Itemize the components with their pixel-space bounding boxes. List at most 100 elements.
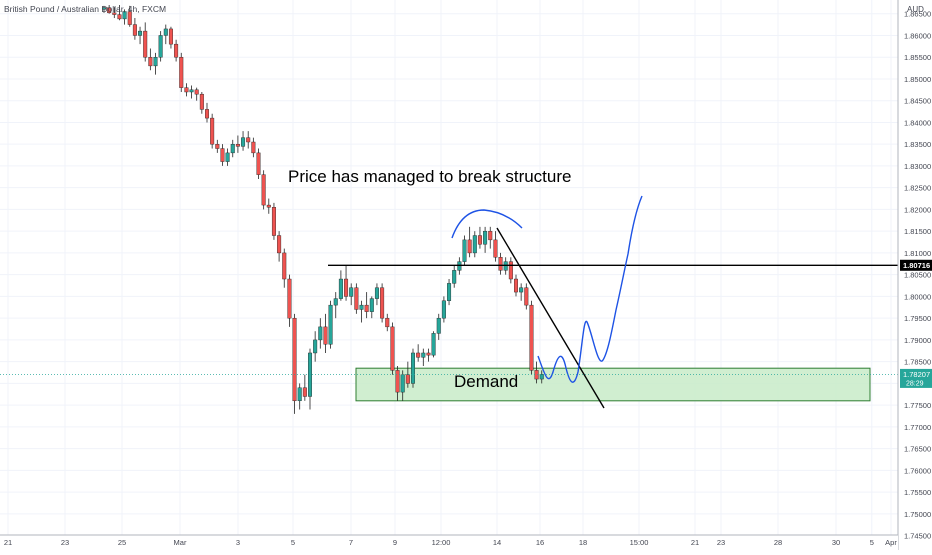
price-tick-label: 1.86500: [904, 10, 931, 19]
candle-body: [174, 43, 179, 58]
candle-body: [163, 28, 168, 36]
demand-zone-rect[interactable]: [355, 367, 871, 402]
time-tick-label: 14: [493, 538, 501, 547]
demand-zone[interactable]: [355, 367, 871, 402]
candle-body: [117, 14, 122, 20]
candle-body: [204, 109, 209, 119]
candle-body: [519, 287, 524, 293]
candle-body: [148, 56, 153, 67]
price-tick-label: 1.85500: [904, 53, 931, 62]
candle-body: [138, 30, 143, 36]
candle-body: [256, 152, 261, 175]
price-axis[interactable]: 1.86500 1.86000 1.85500 1.85000 1.84500 1.840…: [897, 0, 932, 550]
candle-body: [246, 137, 251, 143]
demand-annotation[interactable]: Demand: [454, 372, 518, 391]
candle-body: [230, 143, 235, 154]
candle-body: [318, 326, 323, 341]
candle-body: [416, 352, 421, 358]
trend-line[interactable]: [496, 227, 605, 409]
price-tick-label: 1.82000: [904, 205, 931, 214]
candle-body: [431, 333, 436, 356]
time-tick-label: 21: [4, 538, 12, 547]
price-tick-label: 1.77500: [904, 401, 931, 410]
time-tick-label: 12:00: [432, 538, 451, 547]
candle-body: [462, 239, 467, 262]
price-tick-label: 1.81500: [904, 227, 931, 236]
candle-body: [225, 152, 230, 162]
candle-body: [400, 374, 405, 393]
symbol-title: British Pound / Australian Dollar, 4h, F…: [4, 4, 166, 14]
candle-body: [189, 89, 194, 93]
price-tick-label: 1.75000: [904, 510, 931, 519]
candle-body: [101, 7, 106, 10]
time-tick-label: Mar: [174, 538, 187, 547]
candle-body: [323, 326, 328, 345]
time-tick-label: 7: [349, 538, 353, 547]
arc-drawing[interactable]: [451, 209, 523, 239]
candle-body: [477, 235, 482, 245]
level-price-tag: 1.80716: [900, 259, 932, 271]
candle-body: [287, 278, 292, 319]
candle-body: [524, 287, 529, 306]
candle-body: [385, 317, 390, 328]
time-tick-label: 5: [870, 538, 874, 547]
candle-body: [436, 317, 441, 334]
drawings-layer: [0, 195, 898, 409]
candle-body: [302, 387, 307, 397]
candle-body: [122, 11, 127, 20]
candle-body: [158, 35, 163, 58]
price-tick-label: 1.76000: [904, 466, 931, 475]
price-tick-label: 1.75500: [904, 488, 931, 497]
candle-body: [292, 317, 297, 402]
bar-countdown: 28:29: [906, 380, 924, 387]
currency-label: AUD: [907, 5, 924, 14]
time-tick-label: 9: [393, 538, 397, 547]
candle-body: [215, 143, 220, 149]
candle-body: [282, 252, 287, 280]
price-axis-background: [898, 0, 932, 550]
price-tick-label: 1.86000: [904, 31, 931, 40]
time-axis[interactable]: 21 23 25 Mar 3 5 7 9 12:00 14 16 18 15:00 21 23 28 30 Apr…: [0, 534, 898, 550]
price-tick-label: 1.80000: [904, 292, 931, 301]
candle-body: [277, 235, 282, 254]
candle-body: [333, 298, 338, 306]
candle-body: [498, 257, 503, 271]
time-tick-label: 16: [536, 538, 544, 547]
candle-body: [483, 230, 488, 245]
candle-body: [107, 7, 112, 14]
candle-body: [493, 239, 498, 258]
time-tick-label: 30: [832, 538, 840, 547]
candle-body: [472, 235, 477, 254]
time-tick-label: 21: [691, 538, 699, 547]
candle-body: [421, 352, 426, 358]
current-price-label: 1.78207: [903, 370, 930, 379]
candle-body: [143, 30, 148, 58]
candle-body: [380, 287, 385, 319]
projection-path[interactable]: [537, 195, 643, 383]
candle-body: [344, 278, 349, 297]
structure-annotation[interactable]: Price has managed to break structure: [288, 167, 571, 186]
candle-body: [349, 287, 354, 297]
candle-body: [313, 339, 318, 354]
candle-body: [261, 174, 266, 206]
current-price-tag: 1.78207 28:29: [900, 368, 932, 388]
time-tick-label: Apr: [885, 538, 897, 547]
candle-body: [127, 11, 132, 25]
candle-body: [194, 89, 199, 95]
level-price-label: 1.80716: [903, 261, 930, 270]
candle-body: [354, 287, 359, 310]
candle-body: [297, 387, 302, 402]
candle-body: [508, 261, 513, 280]
candle-body: [447, 283, 452, 301]
price-tick-label: 1.85000: [904, 75, 931, 84]
candle-body: [514, 278, 519, 293]
candle-body: [539, 374, 544, 380]
candle-body: [168, 28, 173, 45]
candle-body: [411, 352, 416, 384]
candle-body: [235, 143, 240, 147]
candle-body: [452, 270, 457, 284]
price-tick-label: 1.80500: [904, 271, 931, 280]
time-tick-label: 25: [118, 538, 126, 547]
